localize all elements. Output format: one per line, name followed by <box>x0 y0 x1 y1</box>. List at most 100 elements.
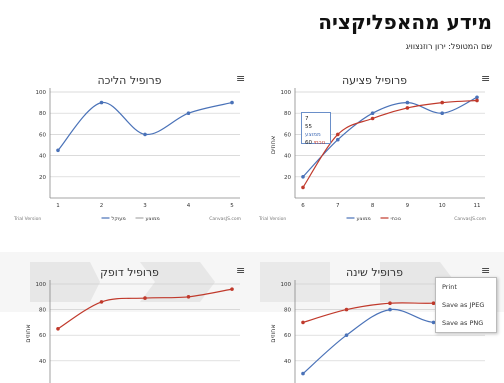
chart-pulse-svg: פרופיל דופק 40 60 80 100 אחוזים <box>24 266 240 383</box>
chart-performance-svg: פרופיל פציעה 20 40 60 80 100 6 7 8 9 10 11 אחוזים ממו… <box>258 74 486 222</box>
data-point <box>370 111 375 115</box>
y-tick-label: 80 <box>284 111 291 117</box>
chart-performance: פרופיל פציעה 20 40 60 80 100 6 7 8 9 10 11 אחוזים ממו… <box>257 70 492 222</box>
hamburger-menu-icon[interactable]: ≡ <box>236 264 246 277</box>
series-line-1 <box>57 288 233 330</box>
data-point <box>186 295 191 299</box>
data-point <box>431 301 436 305</box>
data-point <box>301 185 305 190</box>
x-tick-label: 9 <box>406 203 410 209</box>
y-tick-label: 80 <box>284 308 291 314</box>
chart-title: פרופיל שינה <box>346 266 403 279</box>
x-tick-label: 8 <box>371 203 375 209</box>
data-point <box>440 100 444 105</box>
data-point <box>388 301 392 305</box>
y-tick-label: 20 <box>284 175 291 181</box>
y-axis-label: אחוזים <box>269 324 277 342</box>
tooltip-row-current: 60 נוכחי <box>305 139 327 147</box>
data-point <box>230 100 234 105</box>
data-point <box>388 307 392 312</box>
y-tick-label: 40 <box>39 359 46 365</box>
data-point <box>431 320 436 325</box>
data-point <box>336 132 340 137</box>
y-tick-label: 20 <box>39 175 46 181</box>
y-axis-label: אחוזים <box>269 136 277 154</box>
data-point <box>344 307 349 312</box>
data-point <box>405 106 410 110</box>
y-tick-label: 80 <box>39 308 46 314</box>
chart-tooltip: 7 55 ממוצע 60 נוכחי <box>301 112 331 147</box>
export-menu: Print Save as JPEG Save as PNG <box>435 277 497 333</box>
watermark-band <box>0 252 504 312</box>
chart-pulse: פרופיל דופק 40 60 80 100 אחוזים <box>12 262 247 383</box>
credit-left: Trial Version <box>258 216 286 222</box>
y-axis-label: אחוזים <box>24 324 32 342</box>
x-tick-label: 10 <box>439 203 446 209</box>
chart-title: פרופיל הליכה <box>97 74 161 87</box>
legend-label: ממוצע <box>357 216 371 222</box>
data-point <box>301 175 305 179</box>
data-point <box>99 300 104 304</box>
series-line-1 <box>302 96 478 178</box>
chart-title: פרופיל פציעה <box>342 74 407 87</box>
y-tick-label: 40 <box>284 359 291 365</box>
y-tick-label: 60 <box>39 333 46 339</box>
y-tick-label: 100 <box>36 282 47 288</box>
series-line-1 <box>57 101 233 151</box>
data-point <box>344 333 349 337</box>
legend-label: ממוצע <box>146 216 160 222</box>
hamburger-menu-icon[interactable]: ≡ <box>236 72 246 85</box>
x-tick-label: 2 <box>100 203 104 209</box>
credit-right: CanvasJS.com <box>454 216 486 222</box>
legend-label: מעוקל <box>112 216 126 222</box>
data-point <box>56 148 60 153</box>
data-point <box>405 100 410 105</box>
tooltip-row-average: 55 ממוצע <box>305 123 327 139</box>
hamburger-menu-icon[interactable]: ≡ <box>481 72 491 85</box>
x-tick-label: 4 <box>187 203 191 209</box>
y-tick-label: 60 <box>284 132 291 138</box>
tooltip-average-label: ממוצע <box>305 132 321 138</box>
save-png-menu-item[interactable]: Save as PNG <box>442 319 484 327</box>
save-jpeg-menu-item[interactable]: Save as JPEG <box>442 301 485 309</box>
x-tick-label: 5 <box>230 203 234 209</box>
credit-right: CanvasJS.com <box>209 216 241 222</box>
hamburger-menu-icon[interactable]: ≡ <box>481 264 491 277</box>
y-tick-label: 60 <box>284 333 291 339</box>
data-point <box>143 296 147 300</box>
chart-title: פרופיל דופק <box>100 266 159 279</box>
data-point <box>440 111 444 115</box>
data-point <box>301 371 305 376</box>
tooltip-current-label: נוכחי <box>313 140 326 146</box>
y-tick-label: 100 <box>36 90 47 96</box>
x-tick-label: 11 <box>474 203 481 209</box>
y-tick-label: 100 <box>281 282 292 288</box>
credit-left: Trial Version <box>13 216 41 222</box>
chart-walking: פרופיל הליכה 20 40 60 80 100 1 2 3 4 5 מעוקל ממוצע Tr… <box>12 70 247 222</box>
series-line-2 <box>302 99 478 188</box>
x-tick-label: 7 <box>336 203 340 209</box>
data-point <box>143 132 147 137</box>
y-tick-label: 40 <box>39 154 46 160</box>
x-tick-label: 1 <box>56 203 60 209</box>
patient-name: שם המטופל: ירון רוזנצוויג <box>405 42 492 51</box>
data-point <box>56 327 60 331</box>
data-point <box>301 320 305 325</box>
page-title: מידע מהאפליקציה <box>318 10 492 34</box>
x-tick-label: 6 <box>301 203 305 209</box>
data-point <box>186 111 191 115</box>
data-point <box>336 137 340 142</box>
print-menu-item[interactable]: Print <box>442 283 457 291</box>
data-point <box>475 98 479 103</box>
y-tick-label: 60 <box>39 132 46 138</box>
tooltip-x-value: 7 <box>305 116 309 122</box>
data-point <box>99 100 104 105</box>
tooltip-average-value: 55 <box>305 124 312 130</box>
legend-label: נוכחי <box>391 216 401 222</box>
x-tick-label: 3 <box>143 203 147 209</box>
y-tick-label: 40 <box>284 154 291 160</box>
tooltip-current-value: 60 <box>305 140 312 146</box>
y-tick-label: 100 <box>281 90 292 96</box>
chart-walking-svg: פרופיל הליכה 20 40 60 80 100 1 2 3 4 5 מעוקל ממוצע Tr… <box>13 74 241 222</box>
data-point <box>370 116 375 121</box>
